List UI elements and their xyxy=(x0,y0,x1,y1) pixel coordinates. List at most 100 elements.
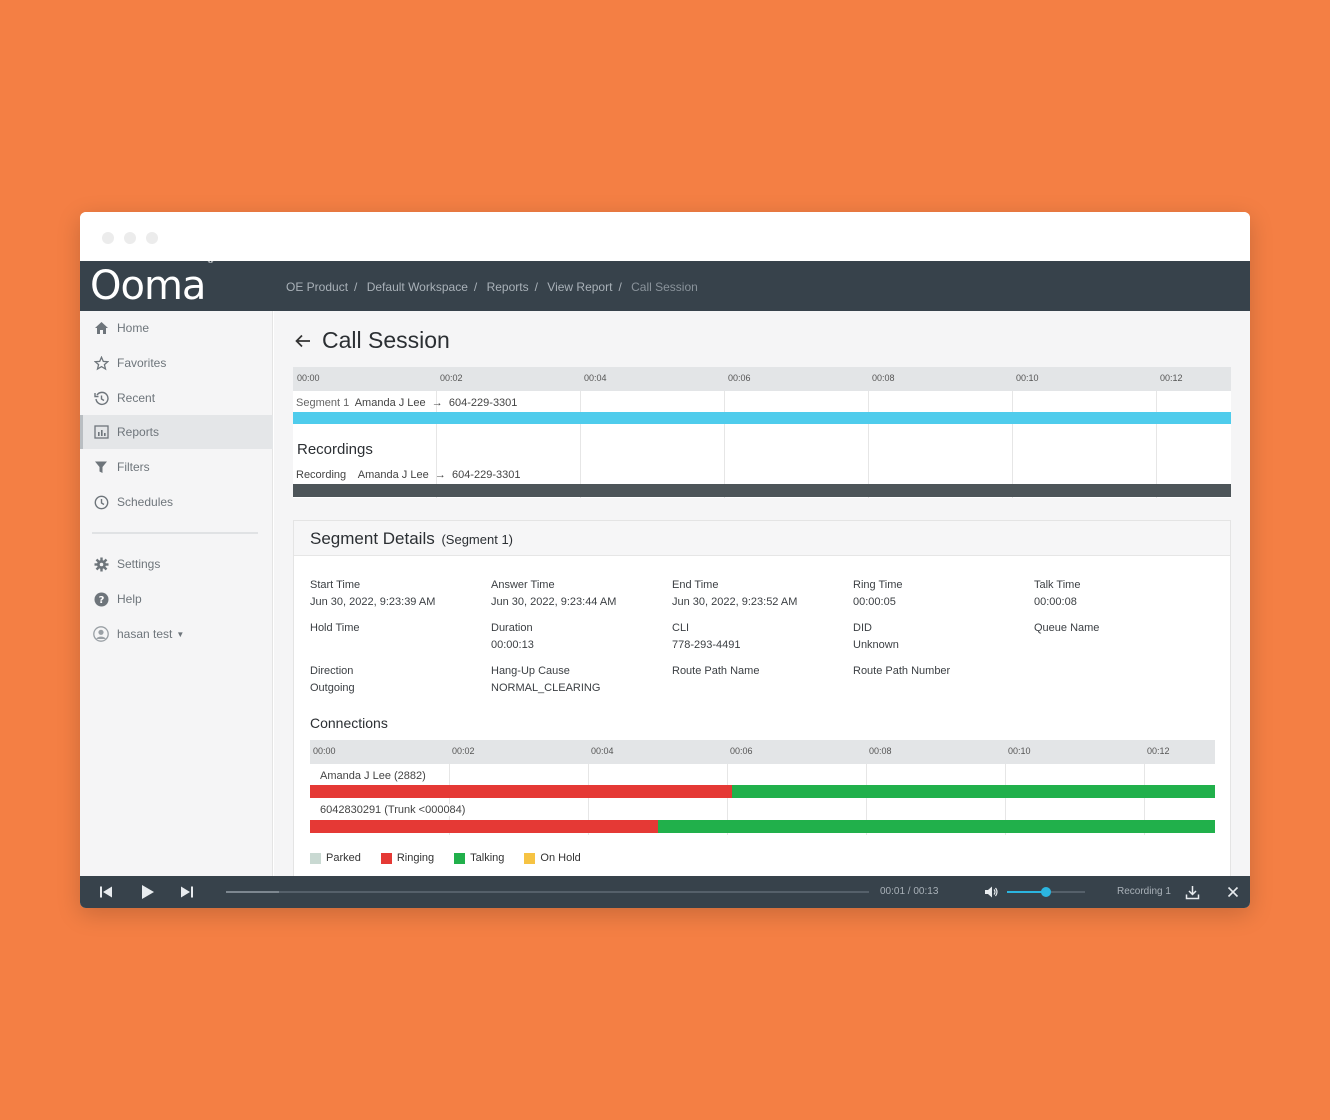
sidebar-item-settings[interactable]: Settings xyxy=(80,547,273,581)
breadcrumb-call-session: Call Session xyxy=(631,280,698,294)
legend-label: Parked xyxy=(326,852,361,864)
sidebar-item-schedules[interactable]: Schedules xyxy=(80,485,273,519)
timeline-tick: 00:06 xyxy=(728,373,751,383)
sidebar-divider xyxy=(92,532,258,534)
legend-label: On Hold xyxy=(540,852,581,864)
audio-player: 00:01 / 00:13 Recording 1 xyxy=(80,876,1250,908)
call-timeline: 00:00 00:02 00:04 00:06 00:08 00:10 00:1… xyxy=(293,367,1231,498)
field-label: Ring Time xyxy=(853,579,903,591)
breadcrumb-reports[interactable]: Reports xyxy=(486,280,529,294)
connections-tick: 00:00 xyxy=(313,746,336,756)
connections-tick: 00:06 xyxy=(730,746,753,756)
field-value: 00:00:08 xyxy=(1034,596,1077,608)
timeline-gridline xyxy=(724,391,725,498)
field-value: Jun 30, 2022, 9:23:44 AM xyxy=(491,596,617,608)
timeline-header: 00:00 00:02 00:04 00:06 00:08 00:10 00:1… xyxy=(293,367,1231,391)
field-value: Outgoing xyxy=(310,682,355,694)
segment-details-subtitle: (Segment 1) xyxy=(441,532,514,547)
sidebar-item-label: Settings xyxy=(117,557,161,571)
page-header: Call Session xyxy=(294,327,450,354)
legend-label: Ringing xyxy=(396,852,435,864)
timeline-gridline xyxy=(868,391,869,498)
field-label: Hang-Up Cause xyxy=(491,665,570,677)
ooma-logo[interactable]: Ooma® xyxy=(90,255,214,309)
skip-forward-icon[interactable] xyxy=(179,884,195,900)
connections-gridline xyxy=(866,764,867,835)
sidebar-item-recent[interactable]: Recent xyxy=(80,381,273,415)
playback-progress[interactable] xyxy=(226,891,869,893)
history-icon xyxy=(93,390,109,406)
legend-on-hold: On Hold xyxy=(524,852,581,864)
recording-label: Recording Amanda J Lee → 604-229-3301 xyxy=(296,469,520,481)
parked-swatch xyxy=(310,852,321,864)
segment-details-panel: Segment Details (Segment 1) Start Time J… xyxy=(293,520,1231,880)
field-label: End Time xyxy=(672,579,719,591)
sidebar-item-reports[interactable]: Reports xyxy=(80,415,273,449)
field-direction: Direction Outgoing xyxy=(310,665,355,694)
sidebar-item-help[interactable]: ? Help xyxy=(80,582,273,616)
connections-timeline: 00:00 00:02 00:04 00:06 00:08 00:10 00:1… xyxy=(310,740,1215,835)
window-maximize-dot[interactable] xyxy=(146,232,158,244)
volume-slider[interactable] xyxy=(1007,887,1085,897)
timeline-tick: 00:08 xyxy=(872,373,895,383)
play-icon[interactable] xyxy=(140,884,156,900)
timeline-tick: 00:12 xyxy=(1160,373,1183,383)
ringing-swatch xyxy=(380,852,392,864)
field-label: Answer Time xyxy=(491,579,555,591)
download-icon[interactable] xyxy=(1184,884,1200,900)
on-hold-swatch xyxy=(524,852,536,864)
sidebar-item-filters[interactable]: Filters xyxy=(80,450,273,484)
segment-bar[interactable] xyxy=(293,412,1231,424)
close-icon[interactable] xyxy=(1225,884,1241,900)
field-label: Hold Time xyxy=(310,622,360,634)
connections-gridline xyxy=(449,764,450,835)
connections-tick: 00:08 xyxy=(869,746,892,756)
field-label: Route Path Number xyxy=(853,665,951,677)
filter-icon xyxy=(93,459,109,475)
ringing-segment[interactable] xyxy=(310,820,659,833)
field-hang-up-cause: Hang-Up Cause NORMAL_CLEARING xyxy=(491,665,600,694)
skip-back-icon[interactable] xyxy=(98,884,114,900)
recording-from: Amanda J Lee xyxy=(357,469,429,481)
breadcrumb-oe-product[interactable]: OE Product xyxy=(286,280,349,294)
connection-bar-row xyxy=(310,785,1215,798)
timeline-tick: 00:10 xyxy=(1016,373,1039,383)
window-minimize-dot[interactable] xyxy=(124,232,136,244)
segment-details-title: Segment Details (Segment 1) xyxy=(310,529,513,549)
field-talk-time: Talk Time 00:00:08 xyxy=(1034,579,1080,608)
breadcrumb-view-report[interactable]: View Report xyxy=(547,280,613,294)
connections-gridline xyxy=(1005,764,1006,835)
ringing-segment[interactable] xyxy=(310,785,732,798)
talking-segment[interactable] xyxy=(658,820,1215,833)
connections-legend: Parked Ringing Talking On Hold xyxy=(310,852,601,864)
volume-fill xyxy=(1007,891,1046,893)
sidebar-item-home[interactable]: Home xyxy=(80,311,273,345)
field-value: Jun 30, 2022, 9:23:52 AM xyxy=(672,596,798,608)
star-icon xyxy=(93,355,109,371)
segment-prefix: Segment 1 xyxy=(296,397,350,409)
talking-segment[interactable] xyxy=(731,785,1215,798)
segment-details-title-text: Segment Details xyxy=(310,529,435,548)
volume-knob[interactable] xyxy=(1041,887,1051,897)
sidebar-item-favorites[interactable]: Favorites xyxy=(80,346,273,380)
window-close-dot[interactable] xyxy=(102,232,114,244)
playback-time: 00:01 / 00:13 xyxy=(880,886,939,897)
back-arrow-icon[interactable] xyxy=(294,331,314,351)
user-menu[interactable]: hasan test ▼ xyxy=(80,617,273,651)
timeline-gridline xyxy=(436,391,437,498)
timeline-tick: 00:02 xyxy=(440,373,463,383)
volume-icon[interactable] xyxy=(983,884,999,900)
recording-bar[interactable] xyxy=(293,484,1231,497)
field-label: Direction xyxy=(310,665,354,677)
breadcrumb-default-workspace[interactable]: Default Workspace xyxy=(366,280,468,294)
help-icon: ? xyxy=(93,591,109,607)
timeline-gridline xyxy=(1156,391,1157,498)
recording-prefix: Recording xyxy=(296,469,347,481)
connections-gridline xyxy=(588,764,589,835)
main-content: Call Session 00:00 00:02 00:04 00:06 00:… xyxy=(274,311,1250,880)
connections-tick: 00:02 xyxy=(452,746,475,756)
user-icon xyxy=(93,626,109,642)
gear-icon xyxy=(93,556,109,572)
field-route-path-number: Route Path Number xyxy=(853,665,950,682)
field-value: 00:00:05 xyxy=(853,596,896,608)
